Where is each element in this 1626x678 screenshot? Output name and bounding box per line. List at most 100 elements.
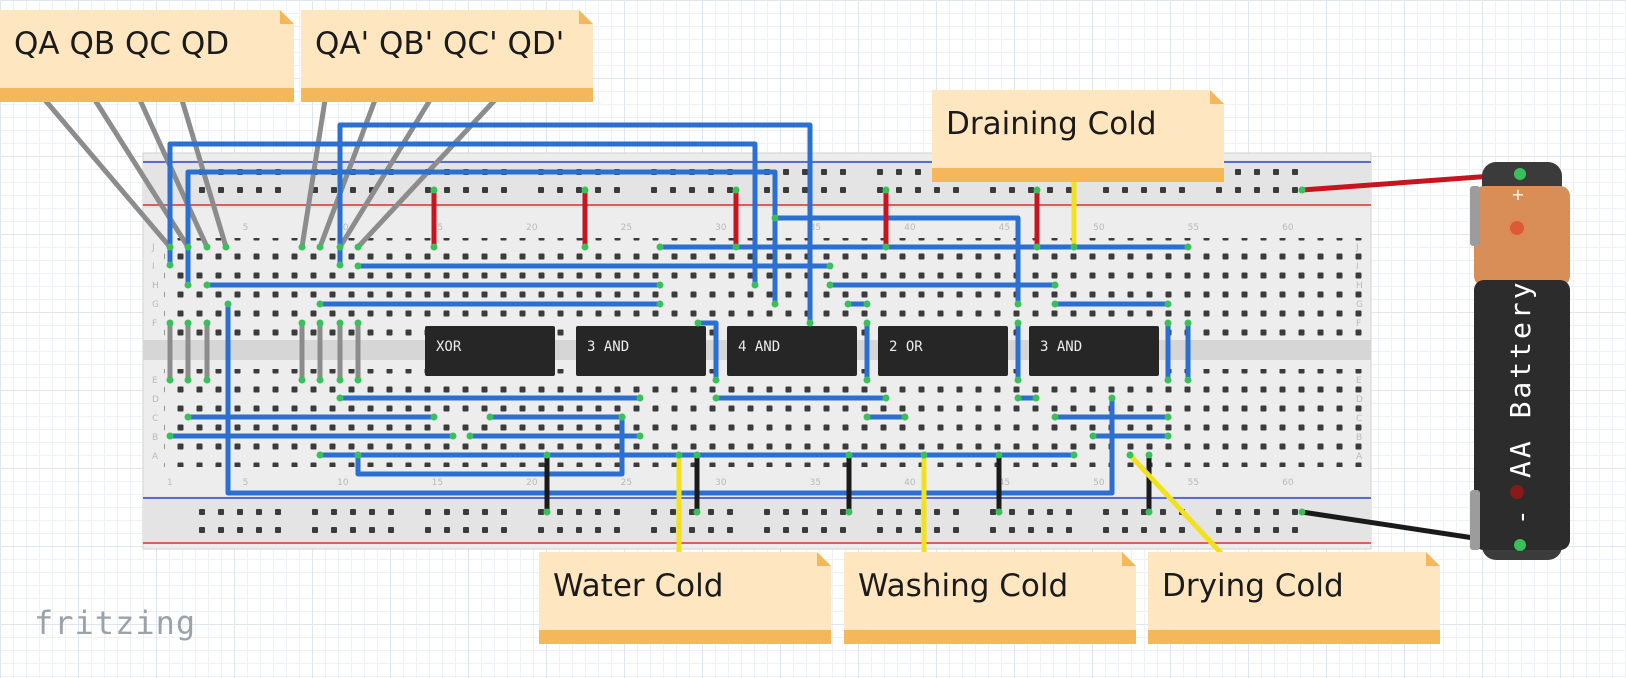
- wire-end-dot: [449, 432, 457, 440]
- wire-end-dot: [732, 243, 740, 251]
- wire-end-dot: [166, 319, 174, 327]
- rail-hole: [312, 527, 318, 533]
- wire-end-dot: [636, 432, 644, 440]
- chip-xor: XOR: [425, 326, 555, 376]
- rail-hole: [1235, 509, 1241, 515]
- rail-hole: [1292, 509, 1298, 515]
- rail-hole: [689, 509, 695, 515]
- note-water-cold[interactable]: Water Cold: [539, 552, 831, 644]
- note-water-label: Water Cold: [553, 568, 724, 604]
- rail-hole: [953, 187, 959, 193]
- rail-hole: [1009, 187, 1015, 193]
- rail-hole: [501, 509, 507, 515]
- rail-hole: [821, 169, 827, 175]
- rail-hole: [783, 187, 789, 193]
- wire-end-dot: [1033, 243, 1041, 251]
- rail-hole: [1160, 187, 1166, 193]
- column-number: 35: [810, 478, 821, 488]
- rail-hole: [708, 187, 714, 193]
- yellow-wires: [676, 175, 1223, 555]
- rail-hole: [1292, 527, 1298, 533]
- rail-hole: [670, 187, 676, 193]
- wire-end-dot: [466, 432, 474, 440]
- rail-hole: [576, 509, 582, 515]
- rail-hole: [877, 527, 883, 533]
- rail-hole: [463, 509, 469, 515]
- wire-end-dot: [1070, 243, 1078, 251]
- rail-hole: [1141, 527, 1147, 533]
- wire-end-dot: [1014, 300, 1022, 308]
- chip-label: 3 AND: [1040, 339, 1082, 355]
- note-q-not-label: QA' QB' QC' QD': [315, 26, 565, 62]
- rail-hole: [915, 169, 921, 175]
- rail-hole: [501, 187, 507, 193]
- rail-hole: [821, 527, 827, 533]
- rail-hole: [877, 169, 883, 175]
- note-drying-cold[interactable]: Drying Cold: [1148, 552, 1440, 644]
- rail-hole: [218, 527, 224, 533]
- wire-end-dot: [298, 376, 306, 384]
- rail-hole: [840, 509, 846, 515]
- rail-hole: [877, 187, 883, 193]
- row-label: B: [152, 433, 158, 443]
- rail-hole: [783, 527, 789, 533]
- column-number: 25: [621, 223, 632, 233]
- rail-hole: [444, 509, 450, 515]
- rail-hole: [689, 527, 695, 533]
- rail-hole: [1179, 187, 1185, 193]
- rail-hole: [1235, 527, 1241, 533]
- rail-hole: [199, 509, 205, 515]
- rail-hole: [463, 187, 469, 193]
- column-number: 50: [1093, 223, 1105, 233]
- column-number: 10: [337, 478, 349, 488]
- rail-hole: [1273, 527, 1279, 533]
- wire-end-dot: [166, 243, 174, 251]
- wire-end-dot: [336, 261, 344, 269]
- wire-end-dot: [1145, 508, 1153, 516]
- note-washing-cold[interactable]: Washing Cold: [844, 552, 1136, 644]
- wire-end-dot: [693, 451, 701, 459]
- rail-hole: [1009, 527, 1015, 533]
- wire-end-dot: [486, 413, 494, 421]
- rail-hole: [388, 187, 394, 193]
- wire-end-dot: [1298, 186, 1306, 194]
- rail-hole: [1103, 509, 1109, 515]
- rail-hole: [764, 527, 770, 533]
- rail-hole: [1141, 509, 1147, 515]
- rail-hole: [708, 527, 714, 533]
- wire-end-dot: [636, 394, 644, 402]
- rail-hole: [312, 509, 318, 515]
- rail-hole: [990, 187, 996, 193]
- wire-end-dot: [166, 432, 174, 440]
- wire-end-dot: [354, 451, 362, 459]
- wire-end-dot: [1184, 376, 1192, 384]
- column-number: 15: [432, 478, 443, 488]
- rail-hole: [388, 509, 394, 515]
- rail-hole: [802, 527, 808, 533]
- rail-hole: [802, 509, 808, 515]
- wire-end-dot: [826, 262, 834, 270]
- wire-end-dot: [771, 214, 779, 222]
- wire-end-dot: [806, 319, 814, 327]
- column-number: 30: [715, 478, 727, 488]
- rail-hole: [595, 187, 601, 193]
- wire-end-dot: [845, 508, 853, 516]
- wire-end-dot: [1164, 300, 1172, 308]
- rail-hole: [1216, 527, 1222, 533]
- wire-end-dot: [1164, 376, 1172, 384]
- row-label: G: [152, 300, 159, 310]
- note-q-outputs[interactable]: QA QB QC QD: [0, 10, 294, 102]
- wire-end-dot: [222, 243, 230, 251]
- wire-end-dot: [543, 508, 551, 516]
- rail-hole: [896, 187, 902, 193]
- rail-hole: [331, 509, 337, 515]
- rail-hole: [1292, 169, 1298, 175]
- wire-end-dot: [826, 281, 834, 289]
- note-q-not-outputs[interactable]: QA' QB' QC' QD': [301, 10, 593, 102]
- wire-end-dot: [1070, 451, 1078, 459]
- wires: [42, 97, 1523, 555]
- note-draining-cold[interactable]: Draining Cold: [932, 90, 1224, 182]
- rail-hole: [727, 187, 733, 193]
- chip-4and: 4 AND: [727, 326, 857, 376]
- rail-hole: [1235, 187, 1241, 193]
